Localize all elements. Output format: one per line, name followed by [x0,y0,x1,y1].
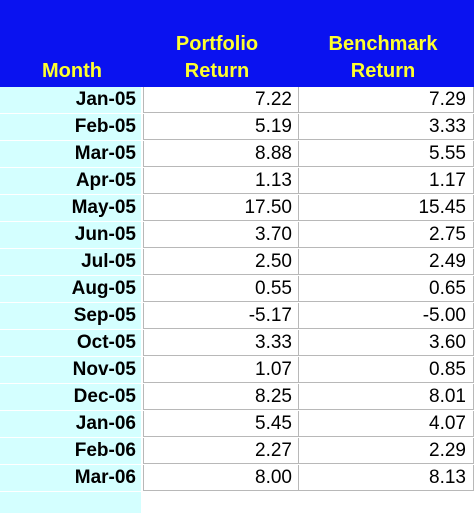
month-cell[interactable]: Feb-06 [0,438,141,464]
benchmark-return-cell[interactable]: 8.13 [298,465,474,491]
table-row: Aug-05 0.55 0.65 [0,276,474,303]
month-cell[interactable]: Jan-05 [0,87,141,113]
table-row: Apr-05 1.13 1.17 [0,168,474,195]
benchmark-return-cell[interactable]: 0.65 [298,276,474,302]
portfolio-return-cell[interactable]: -5.17 [143,303,298,329]
portfolio-return-cell[interactable]: 5.19 [143,114,298,140]
portfolio-return-cell[interactable]: 1.07 [143,357,298,383]
month-cell[interactable]: Mar-05 [0,141,141,167]
month-cell[interactable]: Oct-05 [0,330,141,356]
table-body: Jan-05 7.22 7.29 Feb-05 5.19 3.33 Mar-05 8.88 5.… [0,87,474,492]
portfolio-return-cell[interactable]: 7.22 [143,87,298,113]
month-column-filler [0,492,141,513]
month-cell[interactable]: Mar-06 [0,465,141,491]
portfolio-return-cell[interactable]: 0.55 [143,276,298,302]
table-row: Sep-05 -5.17 -5.00 [0,303,474,330]
month-cell[interactable]: Aug-05 [0,276,141,302]
benchmark-return-cell[interactable]: 2.29 [298,438,474,464]
portfolio-return-cell[interactable]: 8.88 [143,141,298,167]
table-row: Dec-05 8.25 8.01 [0,384,474,411]
portfolio-return-cell[interactable]: 17.50 [143,195,298,221]
benchmark-return-cell[interactable]: 3.33 [298,114,474,140]
benchmark-return-cell[interactable]: 2.75 [298,222,474,248]
month-cell[interactable]: Apr-05 [0,168,141,194]
benchmark-return-cell[interactable]: 3.60 [298,330,474,356]
benchmark-return-cell[interactable]: 15.45 [298,195,474,221]
month-cell[interactable]: Jul-05 [0,249,141,275]
month-cell[interactable]: Dec-05 [0,384,141,410]
portfolio-return-cell[interactable]: 8.00 [143,465,298,491]
benchmark-return-cell[interactable]: 2.49 [298,249,474,275]
header-benchmark-line2[interactable]: Return [350,60,416,82]
table-row: Oct-05 3.33 3.60 [0,330,474,357]
portfolio-return-cell[interactable]: 8.25 [143,384,298,410]
month-cell[interactable]: May-05 [0,195,141,221]
header-month[interactable]: Month [42,60,102,82]
table-row: Feb-05 5.19 3.33 [0,114,474,141]
benchmark-return-cell[interactable]: 1.17 [298,168,474,194]
header-portfolio-line2[interactable]: Return [184,60,250,82]
portfolio-return-cell[interactable]: 1.13 [143,168,298,194]
benchmark-return-cell[interactable]: 4.07 [298,411,474,437]
benchmark-return-cell[interactable]: 8.01 [298,384,474,410]
table-row: Mar-05 8.88 5.55 [0,141,474,168]
month-cell[interactable]: Sep-05 [0,303,141,329]
benchmark-return-cell[interactable]: 0.85 [298,357,474,383]
table-row: Nov-05 1.07 0.85 [0,357,474,384]
header-benchmark-line1[interactable]: Benchmark [328,33,438,55]
month-cell[interactable]: Feb-05 [0,114,141,140]
benchmark-return-cell[interactable]: 5.55 [298,141,474,167]
table-row: Jan-06 5.45 4.07 [0,411,474,438]
portfolio-return-cell[interactable]: 5.45 [143,411,298,437]
table-row: Feb-06 2.27 2.29 [0,438,474,465]
table-row: Jun-05 3.70 2.75 [0,222,474,249]
table-row: Mar-06 8.00 8.13 [0,465,474,492]
table-header: Month Portfolio Return Benchmark Return [0,0,474,87]
table-row: Jul-05 2.50 2.49 [0,249,474,276]
month-cell[interactable]: Jun-05 [0,222,141,248]
table-row: May-05 17.50 15.45 [0,195,474,222]
portfolio-return-cell[interactable]: 3.33 [143,330,298,356]
header-portfolio-line1[interactable]: Portfolio [175,33,259,55]
month-cell[interactable]: Jan-06 [0,411,141,437]
portfolio-return-cell[interactable]: 2.50 [143,249,298,275]
table-row: Jan-05 7.22 7.29 [0,87,474,114]
benchmark-return-cell[interactable]: 7.29 [298,87,474,113]
month-cell[interactable]: Nov-05 [0,357,141,383]
benchmark-return-cell[interactable]: -5.00 [298,303,474,329]
portfolio-return-cell[interactable]: 2.27 [143,438,298,464]
portfolio-return-cell[interactable]: 3.70 [143,222,298,248]
